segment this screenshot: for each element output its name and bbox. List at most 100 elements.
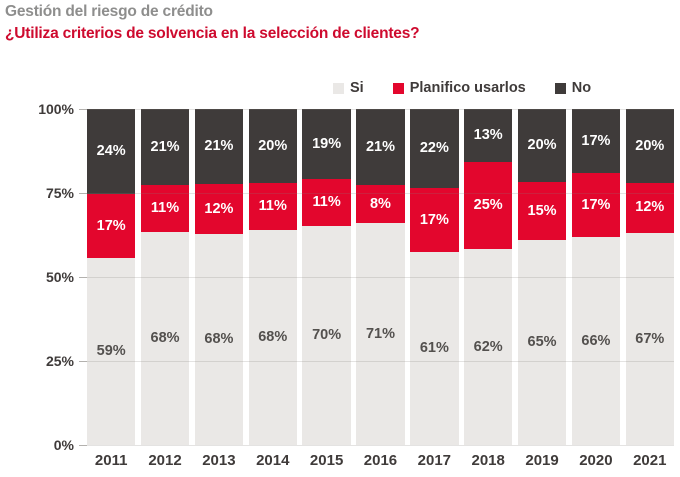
bar-2017: 22% 17% 61% <box>410 109 459 445</box>
bar-value-label: 11% <box>312 194 341 211</box>
bar-2016: 21% 8% 71% <box>356 109 405 445</box>
bar-segment-si: 67% <box>625 232 674 445</box>
x-tick-label-2021: 2021 <box>633 452 667 469</box>
bar-segment-no: 17% <box>571 109 621 174</box>
bar-segment-no: 20% <box>625 109 674 183</box>
chart-question-subtitle: ¿Utiliza criterios de solvencia en la se… <box>5 25 420 42</box>
x-tick-label-2015: 2015 <box>309 452 344 469</box>
bar-value-label: 21% <box>365 138 395 155</box>
x-tick-label-2013: 2013 <box>202 452 236 469</box>
y-tick-mark <box>79 361 87 362</box>
bar-segment-no: 21% <box>356 109 405 185</box>
bar-2015: 19% 11% 70% <box>302 109 351 445</box>
bar-value-label: 65% <box>527 334 557 351</box>
bar-value-label: 61% <box>419 340 449 357</box>
x-axis: 2011 2012 2013 2014 2015 2016 2017 2018 2019 2020… <box>87 452 674 469</box>
bar-segment-planifico-usarlos: 25% <box>464 161 513 250</box>
legend-swatch-si <box>333 82 344 94</box>
bar-value-label: 20% <box>527 137 557 154</box>
bar-segment-si: 59% <box>87 257 136 445</box>
bar-segment-no: 21% <box>140 109 190 185</box>
y-tick-mark <box>79 445 87 446</box>
bar-2013: 21% 12% 68% <box>194 109 244 445</box>
gridline <box>87 361 674 362</box>
bar-value-label: 22% <box>419 140 449 157</box>
bar-segment-no: 21% <box>194 109 244 185</box>
legend-label-si: Si <box>350 80 364 96</box>
gridline <box>87 193 674 194</box>
legend: Si Planifico usarlos No <box>333 80 591 96</box>
bar-segment-no: 22% <box>410 109 459 188</box>
legend-label-no: No <box>571 80 592 96</box>
x-tick-label-2016: 2016 <box>363 452 398 469</box>
bar-segment-no: 13% <box>464 109 513 162</box>
bar-segment-planifico-usarlos: 12% <box>194 184 244 234</box>
bar-value-label: 17% <box>581 132 611 149</box>
bar-segment-si: 68% <box>140 231 190 445</box>
bar-segment-planifico-usarlos: 17% <box>87 193 136 258</box>
bar-segment-no: 20% <box>248 109 297 183</box>
y-axis: 100% 75% 50% 25% 0% <box>0 101 74 453</box>
legend-label-planifico: Planifico usarlos <box>409 80 526 96</box>
bar-value-label: 12% <box>635 199 665 216</box>
bar-segment-si: 61% <box>410 252 459 445</box>
x-tick-label-2018: 2018 <box>471 452 505 469</box>
gridline <box>87 277 674 278</box>
bar-value-label: 11% <box>258 197 287 214</box>
bars-container: 24% 17% 59% 21% 11% 68% 21% 12% 68% 20% 11% 68% 19% 1… <box>87 109 674 445</box>
bar-value-label: 21% <box>150 138 180 155</box>
legend-swatch-no <box>554 82 566 94</box>
bar-value-label: 20% <box>635 137 665 154</box>
y-tick-mark <box>79 109 87 110</box>
bar-value-label: 68% <box>204 331 234 348</box>
bar-segment-si: 62% <box>464 249 513 445</box>
y-tick-label: 75% <box>45 185 74 201</box>
bar-2012: 21% 11% 68% <box>140 109 190 445</box>
bar-value-label: 19% <box>312 135 342 152</box>
bar-value-label: 59% <box>96 343 126 360</box>
bar-segment-planifico-usarlos: 8% <box>356 184 405 223</box>
bar-2020: 17% 17% 66% <box>571 109 621 445</box>
bar-segment-si: 65% <box>517 240 567 445</box>
legend-item-planifico: Planifico usarlos <box>392 80 526 96</box>
bar-value-label: 11% <box>150 200 180 216</box>
bar-segment-planifico-usarlos: 15% <box>517 182 567 241</box>
bar-segment-planifico-usarlos: 12% <box>625 182 674 233</box>
bar-value-label: 8% <box>369 195 391 212</box>
bar-2018: 13% 25% 62% <box>464 109 513 445</box>
bar-segment-planifico-usarlos: 11% <box>248 182 297 230</box>
bar-value-label: 68% <box>150 330 180 347</box>
bar-segment-planifico-usarlos: 17% <box>571 173 621 238</box>
bar-value-label: 13% <box>473 127 503 144</box>
gridline <box>87 445 674 446</box>
bar-value-label: 17% <box>419 211 449 228</box>
bar-value-label: 17% <box>96 217 126 234</box>
y-tick-label: 100% <box>38 101 74 117</box>
bar-segment-planifico-usarlos: 11% <box>140 184 190 232</box>
bar-value-label: 66% <box>581 332 611 349</box>
y-tick-label: 0% <box>53 437 74 453</box>
bar-2014: 20% 11% 68% <box>248 109 297 445</box>
x-tick-label-2014: 2014 <box>256 452 290 469</box>
bar-value-label: 15% <box>527 202 557 219</box>
legend-item-si: Si <box>333 80 364 96</box>
page-title: Gestión del riesgo de crédito <box>5 3 213 20</box>
y-tick-label: 50% <box>45 269 74 285</box>
y-tick-mark <box>79 193 87 194</box>
bar-segment-planifico-usarlos: 11% <box>302 179 351 226</box>
bar-value-label: 12% <box>204 200 234 217</box>
bar-segment-no: 20% <box>517 109 567 182</box>
plot-area: 24% 17% 59% 21% 11% 68% 21% 12% 68% 20% 11% 68% 19% 1… <box>79 109 674 446</box>
bar-2019: 20% 15% 65% <box>517 109 567 445</box>
bar-value-label: 25% <box>473 197 503 214</box>
legend-swatch-planifico <box>392 82 404 94</box>
bar-2021: 20% 12% 67% <box>625 109 674 445</box>
x-tick-label-2019: 2019 <box>525 452 559 469</box>
bar-segment-no: 24% <box>87 109 136 194</box>
bar-segment-planifico-usarlos: 17% <box>410 187 459 253</box>
bar-segment-no: 19% <box>302 109 351 180</box>
bar-value-label: 20% <box>258 137 288 154</box>
bar-value-label: 70% <box>312 327 342 344</box>
bar-value-label: 21% <box>204 138 234 155</box>
